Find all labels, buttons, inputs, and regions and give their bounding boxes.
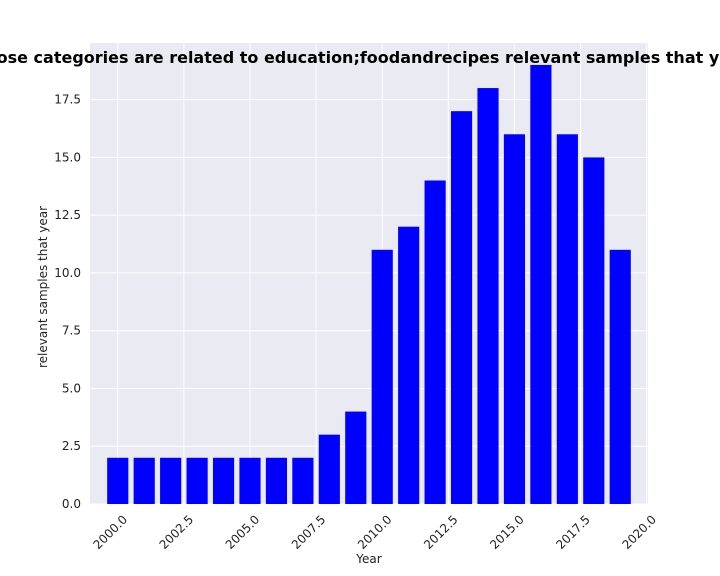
bar-2008 xyxy=(318,434,340,504)
bar-2000 xyxy=(107,457,129,504)
y-tick-label: 10.0 xyxy=(54,266,81,280)
bars xyxy=(107,64,631,505)
x-axis-label: Year xyxy=(355,552,381,566)
bar-2003 xyxy=(186,457,208,504)
bar-2014 xyxy=(477,88,499,504)
bar-2009 xyxy=(345,411,367,504)
x-tick-label: 2005.0 xyxy=(223,512,263,552)
bar-2001 xyxy=(133,457,155,504)
y-tick-label: 15.0 xyxy=(54,150,81,164)
y-tick-label: 5.0 xyxy=(62,381,81,395)
bar-2002 xyxy=(160,457,182,504)
y-tick-label: 12.5 xyxy=(54,208,81,222)
y-tick-label: 2.5 xyxy=(62,439,81,453)
y-tick-label: 0.0 xyxy=(62,497,81,511)
bar-2007 xyxy=(292,457,314,504)
x-tick-label: 2002.5 xyxy=(157,512,197,552)
bar-2011 xyxy=(398,226,420,504)
bar-2006 xyxy=(265,457,288,504)
y-axis-ticks: 0.0 2.5 5.0 7.5 10.0 12.5 15.0 17.5 xyxy=(54,93,81,511)
bar-2015 xyxy=(503,134,526,504)
y-tick-label: 7.5 xyxy=(62,324,81,338)
x-tick-label: 2017.5 xyxy=(553,512,593,552)
bar-2016 xyxy=(530,64,552,504)
x-tick-label: 2007.5 xyxy=(289,512,329,552)
x-tick-label: 2020.0 xyxy=(619,512,659,552)
chart-title: Number of apps whose categories are rela… xyxy=(0,48,720,67)
x-tick-label: 2010.0 xyxy=(355,512,395,552)
x-tick-label: 2012.5 xyxy=(421,512,461,552)
plot-area xyxy=(90,43,648,504)
x-tick-label: 2000.0 xyxy=(91,512,131,552)
bar-2010 xyxy=(371,249,393,504)
bar-2012 xyxy=(424,180,446,505)
grid-lines xyxy=(90,43,648,505)
y-tick-label: 17.5 xyxy=(54,93,81,107)
bar-2019 xyxy=(609,249,631,504)
bar-2018 xyxy=(583,157,605,504)
x-tick-label: 2015.0 xyxy=(487,512,527,552)
x-axis-ticks: 2000.0 2002.5 2005.0 2007.5 2010.0 2012.5 2015… xyxy=(91,512,660,552)
bar-2005 xyxy=(239,457,261,504)
bar-2004 xyxy=(212,457,235,504)
bar-2017 xyxy=(556,134,578,504)
y-axis-label: relevant samples that year xyxy=(36,206,50,368)
bar-2013 xyxy=(450,111,473,505)
